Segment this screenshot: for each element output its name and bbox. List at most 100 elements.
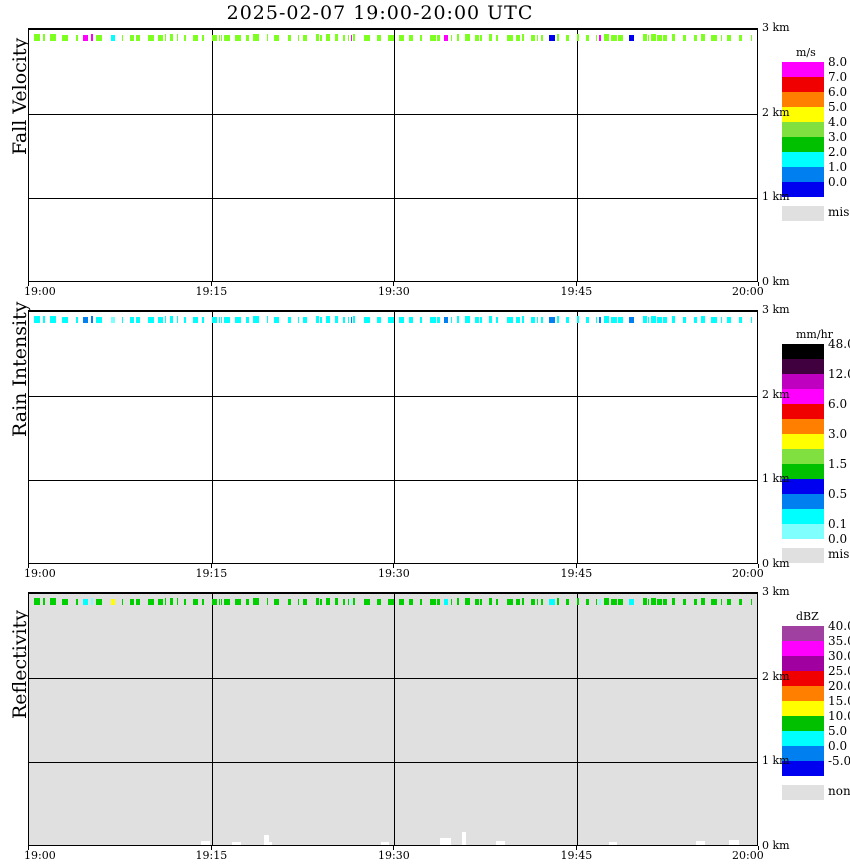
y-axis-tick-label: 3 km [762,21,790,34]
echo-pixel [111,599,115,605]
x-axis-tick-label: 20:00 [732,567,764,580]
colorbar-band [782,419,824,434]
colorbar-tick-label: 3.0 [828,427,848,441]
echo-pixel [348,599,349,605]
echo-pixel [83,317,88,323]
echo-pixel [298,317,299,323]
echo-pixel [246,599,249,605]
echo-pixel [235,599,241,605]
echo-pixel [224,35,230,41]
colorbar-band [782,344,824,359]
echo-pixel [351,599,352,605]
echo-pixel [663,599,667,605]
echo-pixel [437,35,440,41]
gridline-vertical [394,593,395,845]
echo-pixel [221,317,222,323]
echo-pixel [629,599,634,605]
echo-pixel [489,316,492,323]
echo-pixel [496,599,498,605]
echo-pixel [335,316,338,323]
colorbar-tick-label: 1.5 [828,457,848,471]
echo-pixel [219,599,220,605]
echo-pixel [136,317,140,323]
colorbar-band [782,656,824,671]
echo-pixel [316,316,319,323]
x-axis-tick-label: 19:30 [378,849,410,862]
echo-pixel [596,599,597,605]
echo-pixel [348,317,349,323]
echo-pixel [566,599,569,605]
echo-pixel [43,316,45,323]
echo-pixel [170,34,173,41]
echo-pixel [267,34,268,41]
echo-pixel [353,34,355,41]
echo-pixel [224,317,230,323]
echo-pixel [274,317,279,323]
colorbar-tick-label: -5.0 [828,754,850,768]
echo-pixel [91,598,93,605]
echo-pixel [50,598,56,605]
y-axis-tick-label: 2 km [762,670,790,683]
colorbar-unit-label: mm/hr [796,328,833,341]
echo-pixel [50,316,56,323]
echo-pixel [303,317,307,323]
echo-pixel [694,35,697,41]
colorbar-band [782,671,824,686]
colorbar-band [782,716,824,731]
plot-reflectivity[interactable] [28,592,758,846]
plot-fall-velocity[interactable] [28,28,758,282]
echo-pixel [531,317,535,323]
y-axis-tick-label: 1 km [762,472,790,485]
colorbar-tick-label: 40.0 [828,619,850,633]
echo-pixel [364,35,370,41]
echo-pixel [148,35,154,41]
x-axis-tick-mark [758,282,759,286]
x-axis-tick-label: 19:30 [378,567,410,580]
y-axis-tick-label: 1 km [762,754,790,767]
plot-rain-intensity[interactable] [28,310,758,564]
echo-pixel [672,598,675,605]
echo-pixel [522,598,524,605]
colorbar-band [782,701,824,716]
echo-pixel [399,599,404,605]
echo-pixel [62,35,68,41]
y-axis-tick-label: 3 km [762,303,790,316]
echo-pixel [457,316,459,323]
echo-pixel [437,599,440,605]
echo-pixel [274,35,279,41]
x-axis-tick-label: 19:45 [560,849,593,862]
echo-pixel [663,35,667,41]
echo-pixel [320,35,322,41]
echo-pixel [148,599,154,605]
echo-pixel [577,34,579,41]
echo-pixel [288,599,291,605]
echo-pixel [267,598,268,605]
colorbar-band [782,182,824,197]
echo-pixel [212,599,217,605]
echo-pixel [420,317,422,323]
echo-pixel [475,317,479,323]
colorbar-missing-swatch [782,206,824,221]
below-threshold-patch [232,842,241,845]
echo-pixel [388,599,394,605]
x-axis-tick-mark [576,282,577,286]
echo-pixel [599,317,601,323]
echo-pixel [618,35,623,41]
colorbar-unit-label: dBZ [796,610,819,623]
echo-pixel [111,35,115,41]
echo-pixel [618,599,623,605]
echo-pixel [34,598,40,605]
echo-pixel [399,317,404,323]
echo-pixel [531,599,535,605]
gridline-vertical [212,311,213,563]
echo-pixel [430,35,436,41]
y-axis-tick-label: 2 km [762,388,790,401]
gridline-vertical [394,311,395,563]
echo-pixel [611,599,617,605]
echo-pixel [496,317,498,323]
below-threshold-patch [696,841,705,845]
echo-pixel [557,34,559,41]
colorbar-band [782,761,824,776]
y-axis-tick-label: 0 km [762,275,790,288]
echo-pixel [377,35,381,41]
